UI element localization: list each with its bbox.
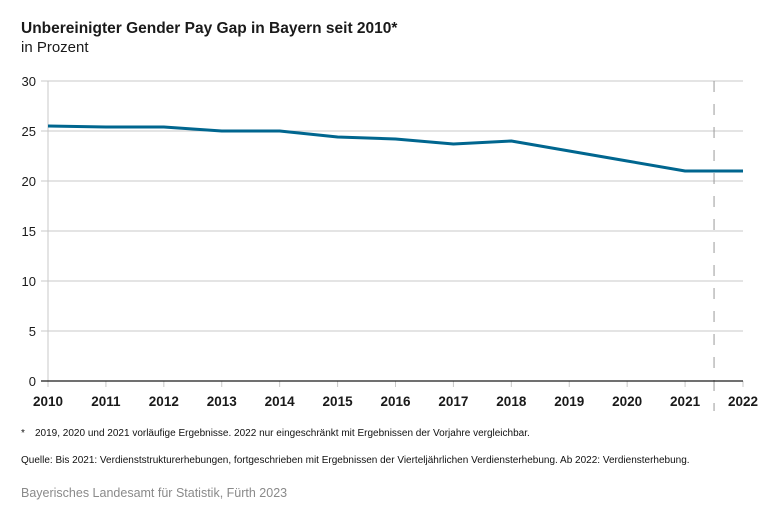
y-tick-label: 15 <box>22 224 36 239</box>
series-line <box>47 124 743 173</box>
footnote-star: * <box>21 428 25 439</box>
y-tick-label: 0 <box>29 374 36 389</box>
publisher-credit: Bayerisches Landesamt für Statistik, Für… <box>21 486 288 500</box>
y-tick-label: 5 <box>29 324 36 339</box>
x-tick-label: 2016 <box>380 394 411 409</box>
x-tick-label: 2015 <box>323 394 354 409</box>
x-tick-label: 2021 <box>670 394 701 409</box>
x-tick-label: 2011 <box>91 394 121 409</box>
y-tick-label: 30 <box>22 74 36 89</box>
x-tick-label: 2018 <box>496 394 527 409</box>
chart-title: Unbereinigter Gender Pay Gap in Bayern s… <box>21 20 398 37</box>
y-tick-label: 25 <box>22 124 36 139</box>
x-tick-label: 2022 <box>728 394 758 409</box>
x-tick-label: 2019 <box>554 394 584 409</box>
footnote-text: 2019, 2020 und 2021 vorläufige Ergebniss… <box>35 428 530 439</box>
x-tick-label: 2014 <box>265 394 296 409</box>
chart-subtitle: in Prozent <box>21 39 89 56</box>
footnote-preliminary: * 2019, 2020 und 2021 vorläufige Ergebnis… <box>21 428 530 439</box>
x-tick-label: 2013 <box>207 394 238 409</box>
source-note: Quelle: Bis 2021: Verdienststrukturerheb… <box>21 455 690 466</box>
y-tick-label: 20 <box>22 174 36 189</box>
x-tick-label: 2020 <box>612 394 642 409</box>
x-tick-label: 2017 <box>438 394 468 409</box>
x-tick-label: 2010 <box>33 394 63 409</box>
line-chart: 0 5 10 15 20 25 30 2010 2011 2012 2013 2014 2015 2016… <box>22 74 758 411</box>
y-tick-label: 10 <box>22 274 36 289</box>
x-tick-label: 2012 <box>149 394 179 409</box>
